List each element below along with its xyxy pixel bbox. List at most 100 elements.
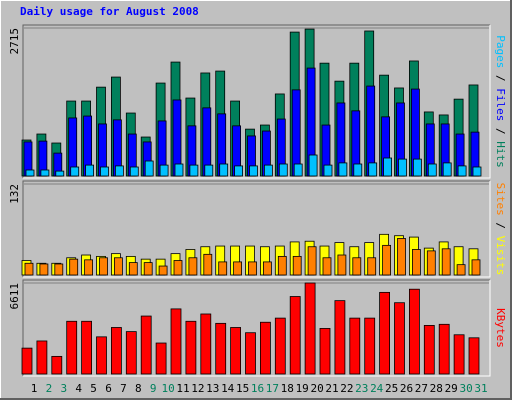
x-tick-label: 30 <box>459 382 472 395</box>
bar <box>471 259 481 276</box>
bar <box>96 336 107 375</box>
bar <box>173 260 183 276</box>
bar <box>84 259 93 276</box>
x-tick-label: 14 <box>221 382 235 395</box>
bar <box>291 89 301 177</box>
chart-title: Daily usage for August 2008 <box>20 5 199 18</box>
bar <box>185 320 197 375</box>
bar <box>128 262 138 276</box>
bar <box>438 323 450 375</box>
legend-entry: Hits <box>494 141 507 168</box>
bar <box>368 162 378 177</box>
bar <box>262 261 272 276</box>
bar <box>366 85 376 177</box>
panel-bevel <box>22 180 490 277</box>
x-tick-label: 15 <box>236 382 249 395</box>
bar <box>289 296 301 375</box>
bar <box>442 162 452 177</box>
bar <box>323 164 333 177</box>
bar <box>259 321 271 375</box>
bar <box>70 166 80 177</box>
bar <box>423 325 435 375</box>
bar <box>21 347 33 375</box>
x-tick-label: 11 <box>176 382 189 395</box>
x-tick-label: 10 <box>161 382 174 395</box>
bar <box>25 169 35 177</box>
bar <box>174 163 184 177</box>
legend-entry: Files <box>494 88 507 121</box>
x-tick-label: 20 <box>310 382 323 395</box>
x-tick-label: 7 <box>120 382 127 395</box>
x-tick-label: 26 <box>400 382 413 395</box>
bar <box>457 165 467 177</box>
bar <box>278 163 288 177</box>
bar <box>85 164 94 177</box>
x-tick-label: 19 <box>296 382 309 395</box>
x-tick-label: 28 <box>430 382 443 395</box>
bar <box>215 322 227 375</box>
x-tick-label: 1 <box>31 382 38 395</box>
bar <box>99 257 108 276</box>
bar <box>322 257 332 276</box>
bar <box>245 332 256 375</box>
bar <box>338 162 348 177</box>
bar <box>158 265 168 276</box>
legend: Pages / Files / Hits <box>494 35 507 168</box>
bar <box>472 166 482 177</box>
x-tick-label: 9 <box>150 382 157 395</box>
legend: KBytes <box>494 308 507 348</box>
bar <box>353 163 363 177</box>
bar <box>24 262 34 276</box>
x-tick-label: 29 <box>445 382 458 395</box>
x-tick-label: 23 <box>355 382 368 395</box>
bar <box>100 166 109 177</box>
panel <box>23 25 490 178</box>
x-tick-label: 17 <box>266 382 279 395</box>
bar <box>468 337 480 375</box>
bar <box>292 255 302 276</box>
bar <box>453 334 465 375</box>
bar <box>427 163 437 177</box>
panel-bevel <box>23 181 491 278</box>
x-tick-label: 13 <box>206 382 219 395</box>
bar <box>189 164 199 177</box>
bar <box>412 158 422 177</box>
bar <box>319 328 331 375</box>
bar <box>40 169 50 177</box>
legend-entry: Sites <box>494 183 507 216</box>
bar <box>36 340 48 375</box>
panel-bevel <box>22 24 490 178</box>
bar <box>249 165 258 177</box>
x-tick-label: 4 <box>75 382 82 395</box>
bar <box>230 327 242 375</box>
bar <box>411 249 421 276</box>
bar <box>114 257 123 276</box>
y-tick-label: 132 <box>8 184 21 204</box>
bar <box>398 158 407 177</box>
y-tick-label: 6611 <box>8 283 21 310</box>
bar <box>129 166 139 177</box>
legend-separator: / <box>494 68 507 88</box>
legend-entry: KBytes <box>494 308 507 348</box>
panel-bevel <box>23 280 491 377</box>
bar <box>234 165 244 177</box>
bar <box>364 317 376 375</box>
x-tick-label: 27 <box>415 382 428 395</box>
legend-entry: Visits <box>494 236 507 276</box>
bar <box>349 317 361 375</box>
bar <box>293 163 303 177</box>
bar <box>111 327 122 375</box>
bar <box>81 320 92 375</box>
bar <box>408 288 420 375</box>
bar <box>188 257 198 276</box>
bar <box>66 320 78 375</box>
bar <box>51 355 63 375</box>
bar <box>233 261 243 276</box>
x-tick-label: 12 <box>191 382 204 395</box>
bar <box>218 261 228 276</box>
bar <box>144 160 154 177</box>
x-tick-label: 16 <box>251 382 264 395</box>
y-tick-label: 2715 <box>8 28 21 55</box>
